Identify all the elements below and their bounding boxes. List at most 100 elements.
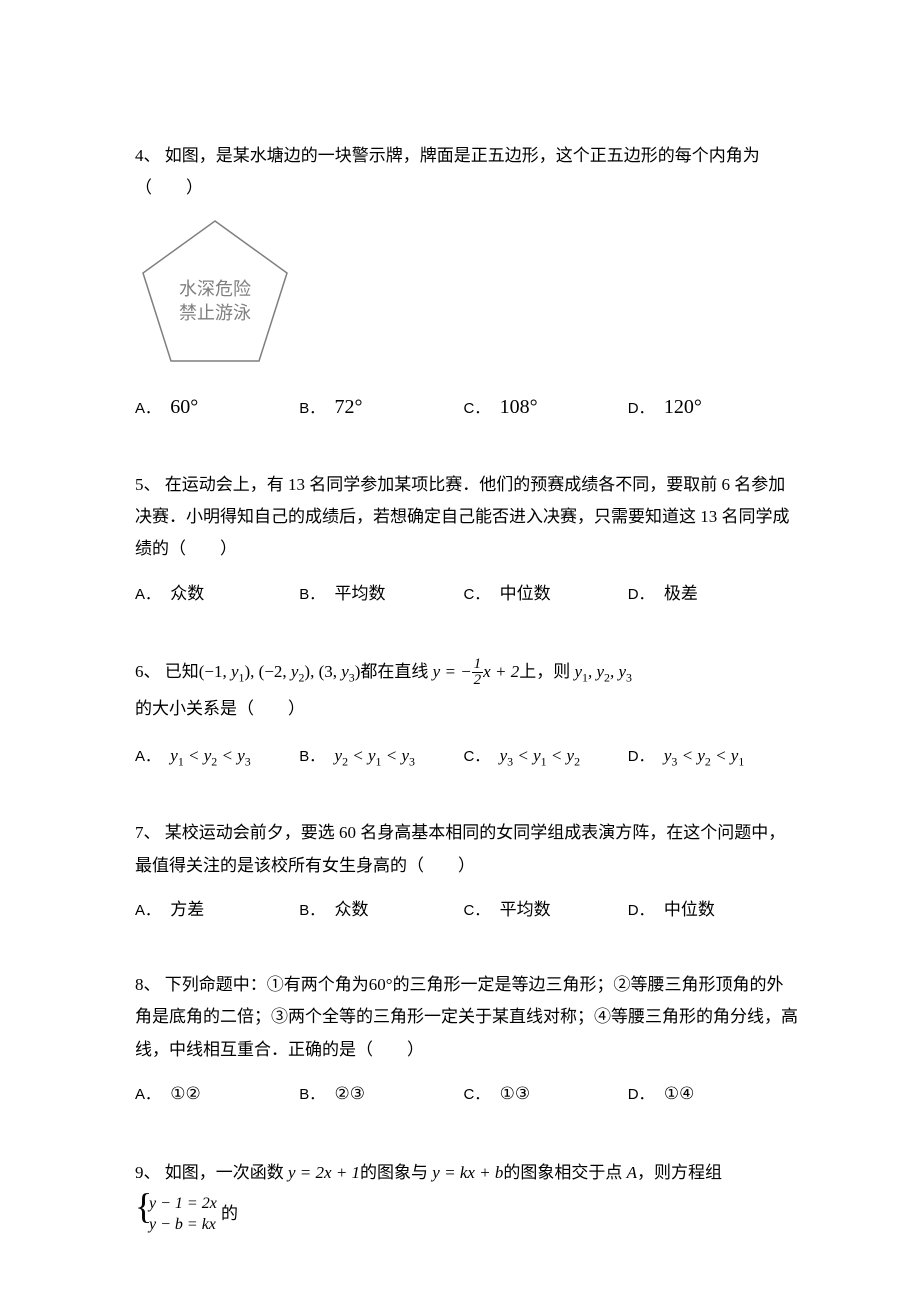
q9-sys-line2: y − b = kx xyxy=(149,1215,217,1236)
option-label: B． xyxy=(299,1086,324,1103)
q9-sys-line1: y − 1 = 2x xyxy=(149,1194,217,1215)
q9-p3: 的图象相交于点 xyxy=(503,1163,626,1182)
option-label: A． xyxy=(135,1086,160,1103)
q4-number: 4、 xyxy=(135,140,161,172)
q5-text: 在运动会上，有 13 名同学参加某项比赛．他们的预赛成绩各不同，要取前 6 名参… xyxy=(135,475,790,559)
q7-option-a: A． 方差 xyxy=(135,896,295,923)
q8-stem: 8、 下列命题中：①有两个角为60°的三角形一定是等边三角形；②等腰三角形顶角的… xyxy=(135,969,800,1066)
q6-option-d: D． y3 < y2 < y1 xyxy=(628,742,788,771)
q9-A: A xyxy=(627,1163,637,1182)
q4-option-c: C． 108° xyxy=(464,391,624,423)
q8-option-d: D． ①④ xyxy=(628,1080,788,1107)
option-label: D． xyxy=(628,586,654,603)
q8-text-pre: 下列命题中：①有两个角为 xyxy=(165,975,369,994)
question-6: 6、 已知(−1, y1), (−2, y2), (3, y3)都在直线 y =… xyxy=(135,653,800,771)
q4-options: A． 60° B． 72° C． 108° D． 120° xyxy=(135,391,800,423)
question-5: 5、 在运动会上，有 13 名同学参加某项比赛．他们的预赛成绩各不同，要取前 6… xyxy=(135,469,800,607)
q6-eq: y = −12x + 2 xyxy=(428,662,519,681)
q7-text: 某校运动会前夕，要选 60 名身高基本相同的女同学组成表演方阵，在这个问题中，最… xyxy=(135,823,785,874)
q5-option-d: D． 极差 xyxy=(628,580,788,607)
q6-tail: 的大小关系是（ ） xyxy=(135,699,305,718)
q9-stem: 9、 如图，一次函数 y = 2x + 1的图象与 y = kx + b的图象相… xyxy=(135,1153,800,1236)
option-label: B． xyxy=(299,748,324,765)
q5-option-c: C． 中位数 xyxy=(464,580,624,607)
q9-p4: ，则方程组 xyxy=(637,1163,722,1182)
q6-prefix: 已知 xyxy=(165,662,199,681)
option-label: D． xyxy=(628,400,654,417)
q8-a-value: ①② xyxy=(170,1084,200,1103)
option-label: D． xyxy=(628,748,654,765)
q6-option-c: C． y3 < y1 < y2 xyxy=(464,742,624,771)
option-label: D． xyxy=(628,1086,654,1103)
q7-option-c: C． 平均数 xyxy=(464,896,624,923)
q6-number: 6、 xyxy=(135,653,161,690)
q4-d-value: 120° xyxy=(664,396,702,418)
sign-line2: 禁止游泳 xyxy=(179,303,251,323)
q9-p2: 的图象与 xyxy=(360,1163,428,1182)
q5-option-a: A． 众数 xyxy=(135,580,295,607)
q5-number: 5、 xyxy=(135,469,161,501)
question-9: 9、 如图，一次函数 y = 2x + 1的图象与 y = kx + b的图象相… xyxy=(135,1153,800,1236)
option-label: A． xyxy=(135,748,160,765)
q4-figure: 水深危险 禁止游泳 xyxy=(135,213,800,377)
q6-a-value: y1 < y2 < y3 xyxy=(170,746,250,765)
q5-option-b: B． 平均数 xyxy=(299,580,459,607)
q6-mid2: 上，则 xyxy=(519,662,570,681)
q8-d-value: ①④ xyxy=(664,1084,694,1103)
exam-page: 4、 如图，是某水塘边的一块警示牌，牌面是正五边形，这个正五边形的每个内角为（ … xyxy=(0,0,920,1236)
q7-options: A． 方差 B． 众数 C． 平均数 D． 中位数 xyxy=(135,896,800,923)
q6-vars: y1, y2, y3 xyxy=(570,662,632,681)
q4-option-a: A． 60° xyxy=(135,391,295,423)
q7-option-b: B． 众数 xyxy=(299,896,459,923)
q6-option-b: B． y2 < y1 < y3 xyxy=(299,742,459,771)
sign-line1: 水深危险 xyxy=(179,279,251,299)
q7-option-d: D． 中位数 xyxy=(628,896,788,923)
q6-points: (−1, y1), (−2, y2), (3, y3) xyxy=(199,662,361,681)
pentagon-sign-icon: 水深危险 禁止游泳 xyxy=(135,213,295,369)
q5-b-value: 平均数 xyxy=(335,584,386,603)
option-label: B． xyxy=(299,400,324,417)
option-label: B． xyxy=(299,902,324,919)
q7-stem: 7、 某校运动会前夕，要选 60 名身高基本相同的女同学组成表演方阵，在这个问题… xyxy=(135,817,800,882)
q6-options: A． y1 < y2 < y3 B． y2 < y1 < y3 C． y3 < … xyxy=(135,742,800,771)
q4-stem: 4、 如图，是某水塘边的一块警示牌，牌面是正五边形，这个正五边形的每个内角为（ … xyxy=(135,140,800,205)
q7-a-value: 方差 xyxy=(170,900,204,919)
q9-p5: 的 xyxy=(221,1204,238,1223)
q8-c-value: ①③ xyxy=(500,1084,530,1103)
q8-b-value: ②③ xyxy=(335,1084,365,1103)
q7-b-value: 众数 xyxy=(335,900,369,919)
option-label: D． xyxy=(628,902,654,919)
option-label: B． xyxy=(299,586,324,603)
q4-a-value: 60° xyxy=(170,396,198,418)
q4-option-d: D． 120° xyxy=(628,391,788,423)
option-label: C． xyxy=(464,586,490,603)
question-4: 4、 如图，是某水塘边的一块警示牌，牌面是正五边形，这个正五边形的每个内角为（ … xyxy=(135,140,800,423)
question-8: 8、 下列命题中：①有两个角为60°的三角形一定是等边三角形；②等腰三角形顶角的… xyxy=(135,969,800,1107)
q4-b-value: 72° xyxy=(335,396,363,418)
q7-c-value: 平均数 xyxy=(500,900,551,919)
q7-d-value: 中位数 xyxy=(664,900,715,919)
q4-option-b: B． 72° xyxy=(299,391,459,423)
q5-stem: 5、 在运动会上，有 13 名同学参加某项比赛．他们的预赛成绩各不同，要取前 6… xyxy=(135,469,800,566)
q9-system: y − 1 = 2x y − b = kx xyxy=(135,1194,217,1236)
question-7: 7、 某校运动会前夕，要选 60 名身高基本相同的女同学组成表演方阵，在这个问题… xyxy=(135,817,800,923)
q4-c-value: 108° xyxy=(500,396,538,418)
option-label: A． xyxy=(135,400,160,417)
q5-d-value: 极差 xyxy=(664,584,698,603)
q6-b-value: y2 < y1 < y3 xyxy=(335,746,415,765)
q7-number: 7、 xyxy=(135,817,161,849)
q9-eq1: y = 2x + 1 xyxy=(284,1163,360,1182)
option-label: A． xyxy=(135,902,160,919)
q9-p1: 如图，一次函数 xyxy=(165,1163,284,1182)
option-label: C． xyxy=(464,400,490,417)
option-label: C． xyxy=(464,902,490,919)
q5-c-value: 中位数 xyxy=(500,584,551,603)
q8-options: A． ①② B． ②③ C． ①③ D． ①④ xyxy=(135,1080,800,1107)
q8-deg: 60° xyxy=(369,975,393,994)
q8-option-c: C． ①③ xyxy=(464,1080,624,1107)
q6-c-value: y3 < y1 < y2 xyxy=(500,746,580,765)
q6-option-a: A． y1 < y2 < y3 xyxy=(135,742,295,771)
q5-options: A． 众数 B． 平均数 C． 中位数 D． 极差 xyxy=(135,580,800,607)
option-label: A． xyxy=(135,586,160,603)
q8-option-b: B． ②③ xyxy=(299,1080,459,1107)
